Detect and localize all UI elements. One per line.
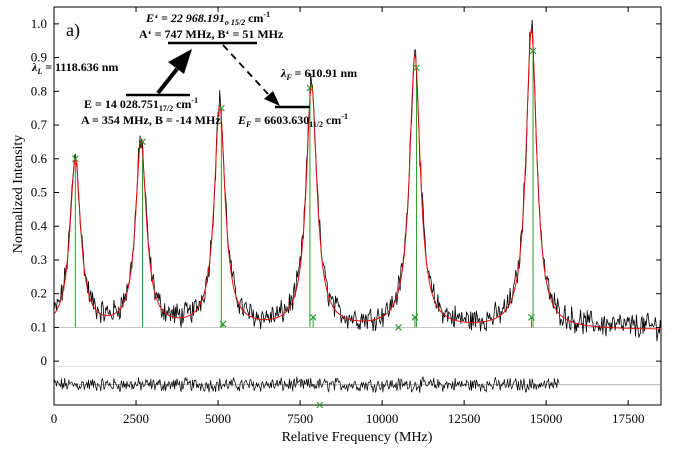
measured-spectrum-line [53, 19, 662, 342]
y-tick-label: 1.0 [31, 16, 47, 31]
plot-frame [53, 6, 662, 406]
component-marker [528, 313, 535, 321]
upper-level-energy: E‘ = 22 968.191o 15/2 cm-1 [145, 10, 270, 27]
x-tick-label: 12500 [448, 411, 481, 426]
x-tick-label: 10000 [366, 411, 399, 426]
final-level-energy: EF = 6603.63011/2 cm-1 [237, 112, 348, 129]
x-tick-label: 5000 [205, 411, 231, 426]
x-tick-label: 2500 [123, 411, 149, 426]
y-tick-label: 0.2 [31, 286, 47, 301]
laser-arrow-head [168, 49, 192, 74]
lower-level-energy: E = 14 028.75117/2 cm-1 [84, 96, 198, 113]
lower-level-constants: A = 354 MHz, B = -14 MHz [81, 113, 221, 127]
x-axis-label: Relative Frequency (MHz) [282, 430, 433, 445]
x-tick-label: 17500 [612, 411, 645, 426]
component-marker [71, 155, 79, 163]
y-tick-label: 0.3 [31, 252, 47, 267]
y-tick-label: 0.8 [31, 83, 47, 98]
y-tick-label: 0 [41, 353, 48, 368]
component-marker [529, 47, 537, 55]
fluorescence-wavelength: λF = 610.91 nm [280, 66, 357, 82]
y-tick-label: 0.7 [31, 117, 48, 132]
component-marker [309, 313, 317, 321]
component-marker [411, 313, 419, 321]
component-marker [316, 401, 324, 409]
x-tick-label: 15000 [530, 411, 563, 426]
x-tick-label: 7500 [287, 411, 313, 426]
component-marker [395, 324, 402, 331]
component-markers [71, 47, 537, 409]
reference-lines [54, 327, 661, 386]
component-marker [306, 84, 314, 92]
x-tick-label: 0 [51, 411, 58, 426]
residual-line [53, 376, 560, 393]
component-marker [217, 104, 225, 112]
panel-label: a) [66, 20, 80, 41]
laser-wavelength: λL = 1118.636 nm [31, 60, 118, 76]
component-marker [219, 320, 227, 328]
y-tick-label: 0.1 [31, 319, 47, 334]
component-marker [413, 64, 420, 72]
fluorescence-arrow-head [264, 91, 280, 106]
y-tick-label: 0.6 [31, 151, 48, 166]
fluorescence-arrow-shaft [222, 44, 269, 95]
x-axis-ticks: 0 2500 5000 7500 10000 12500 15000 17500 [51, 7, 645, 426]
y-tick-label: 0.9 [31, 50, 47, 65]
upper-level-constants: A‘ = 747 MHz, B‘ = 51 MHz [139, 27, 284, 41]
y-axis-label: Normalized Intensity [11, 135, 26, 254]
y-axis-ticks: 0 0.1 0.2 0.3 0.4 0.5 0.6 0.7 0.8 0.9 1.0 [31, 16, 661, 368]
y-tick-label: 0.5 [31, 185, 47, 200]
fit-curve-line [53, 28, 661, 330]
y-tick-label: 0.4 [31, 218, 48, 233]
level-scheme: E‘ = 22 968.191o 15/2 cm-1 A‘ = 747 MHz,… [31, 10, 357, 129]
laser-arrow-shaft [156, 67, 179, 95]
component-marker [139, 138, 146, 146]
hyperfine-component-lines [74, 50, 534, 328]
